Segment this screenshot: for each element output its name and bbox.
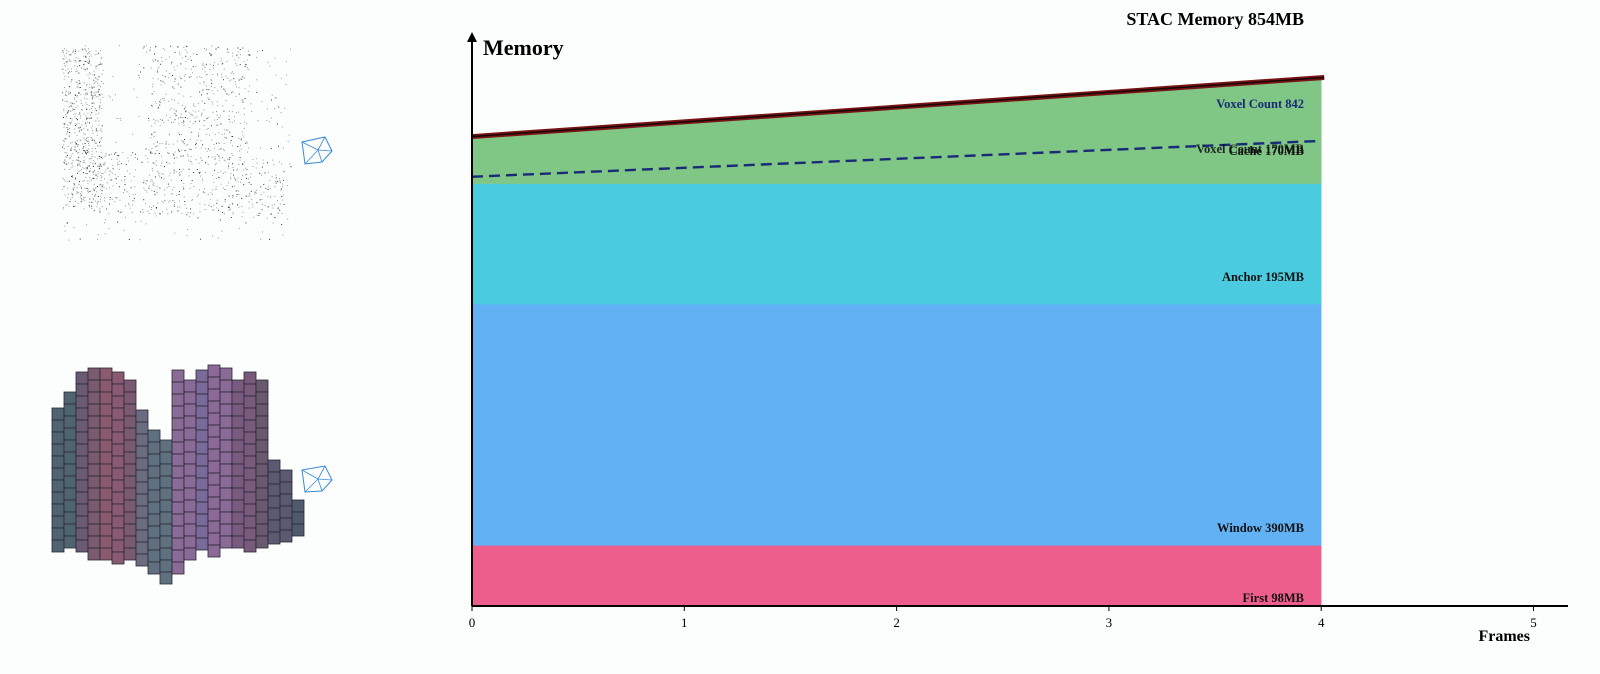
x-axis-label: Frames: [1478, 628, 1530, 645]
x-tick-label: 4: [1318, 615, 1325, 630]
x-tick-label: 2: [893, 615, 900, 630]
y-axis-arrow: [467, 32, 477, 42]
camera-frustum-icon: [301, 136, 333, 165]
x-tick-label: 3: [1106, 615, 1113, 630]
point-cloud-image: [62, 45, 292, 241]
scene-preview-panel: [0, 0, 470, 669]
x-tick-label: 5: [1530, 615, 1537, 630]
area-anchor: [471, 183, 1322, 305]
voxel-grid-image: [51, 364, 305, 585]
area-cache: [471, 78, 1322, 184]
voxel-count-label: Voxel Count 842: [1216, 97, 1304, 111]
chart-labels: Memory Frames STAC Memory 854MB First 98MB W…: [483, 9, 1530, 645]
layer-label-cache: Cache 170MB: [1229, 144, 1304, 158]
layer-label-first: First 98MB: [1243, 591, 1304, 605]
area-window: [471, 303, 1322, 546]
x-tick-label: 0: [469, 615, 476, 630]
series-lines: [471, 75, 1325, 178]
total-memory-line-core: [471, 76, 1325, 138]
x-tick-label: 1: [681, 615, 688, 630]
chart-title: STAC Memory 854MB: [1126, 9, 1304, 29]
layer-label-window: Window 390MB: [1217, 521, 1304, 535]
area-layers: [471, 78, 1322, 607]
area-first: [471, 545, 1322, 607]
camera-frustum-icon: [301, 465, 333, 493]
layer-label-anchor: Anchor 195MB: [1222, 270, 1304, 284]
axes: 0 1 2 3 4 5: [467, 32, 1568, 630]
voxel-count-line: [471, 139, 1322, 178]
overlapping-voxel-label: Voxel Count 170MB: [1196, 142, 1304, 156]
y-axis-label: Memory: [483, 35, 564, 60]
